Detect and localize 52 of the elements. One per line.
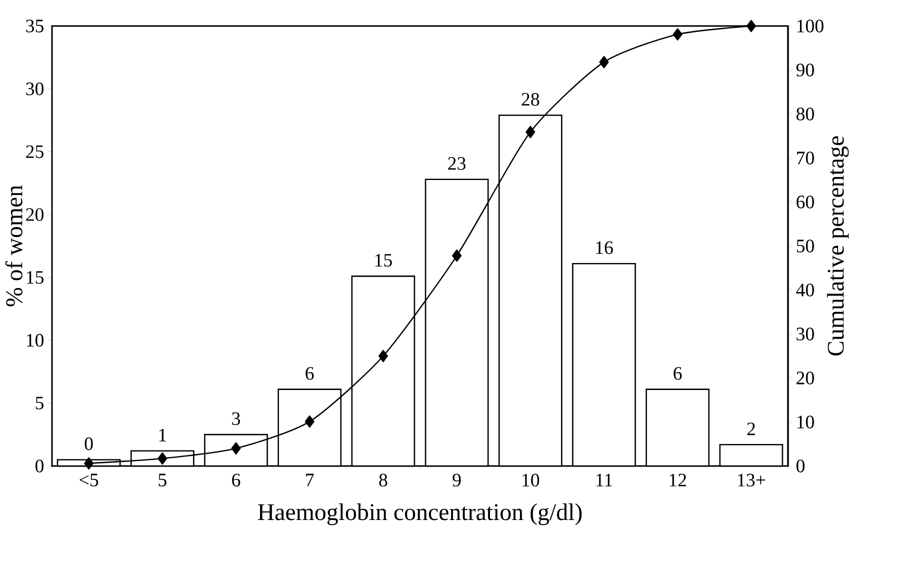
data-label: 2 [747,422,755,436]
data-label: 1 [159,428,166,442]
point [378,350,388,362]
data-label: 3 [232,412,240,426]
x-tick-label: 8 [379,474,388,487]
y2-tick-label: 80 [796,108,814,120]
y-tick-label: 25 [26,145,44,158]
x-tick-label: 11 [596,474,612,486]
y2-tick-label: 60 [796,196,814,208]
point [526,126,536,138]
y-tick-label: 5 [36,396,44,410]
data-label: 28 [522,92,540,106]
x-tick-label: 9 [452,474,461,486]
y2-tick-label: 40 [796,284,814,296]
point [599,56,609,68]
point [158,452,168,465]
point [84,457,94,470]
data-label: 6 [306,367,314,380]
point [304,415,314,428]
y2-tick-label: 90 [796,64,814,76]
point [231,442,241,455]
data-label: 0 [84,437,93,450]
y2-axis-title: Cumulative percentage [827,136,849,356]
data-label: 16 [596,241,613,254]
x-axis-title: Haemoglobin concentration (g/dl) [258,503,582,526]
x-tick-label: 5 [158,474,166,486]
y2-tick-label: 0 [796,460,805,472]
point [746,20,756,32]
y2-tick-label: 30 [796,328,814,340]
point [672,28,682,40]
x-tick-label: 13+ [738,474,766,486]
y2-tick-label: 20 [796,372,814,384]
x-tick-label: 6 [232,474,240,486]
data-label: 23 [448,157,466,170]
y2-tick-label: 70 [797,152,814,164]
y-tick-label: 15 [26,271,44,284]
y2-tick-label: 50 [796,240,814,252]
point [452,250,462,262]
x-tick-label: 10 [522,474,540,487]
y-tick-label: 30 [26,82,44,96]
data-label: 6 [674,367,682,380]
y-tick-label: 35 [26,20,44,32]
y-tick-label: 20 [26,208,44,221]
y-tick-label: 0 [35,460,44,472]
y2-tick-label: 100 [797,20,824,32]
y-tick-label: 10 [26,334,44,347]
x-tick-label: <5 [80,474,98,486]
y2-tick-label: 10 [797,416,814,428]
x-tick-label: 7 [306,474,314,486]
x-tick-label: 12 [670,474,686,486]
y-axis-title: % of women [5,185,22,306]
data-label: 15 [375,254,392,267]
